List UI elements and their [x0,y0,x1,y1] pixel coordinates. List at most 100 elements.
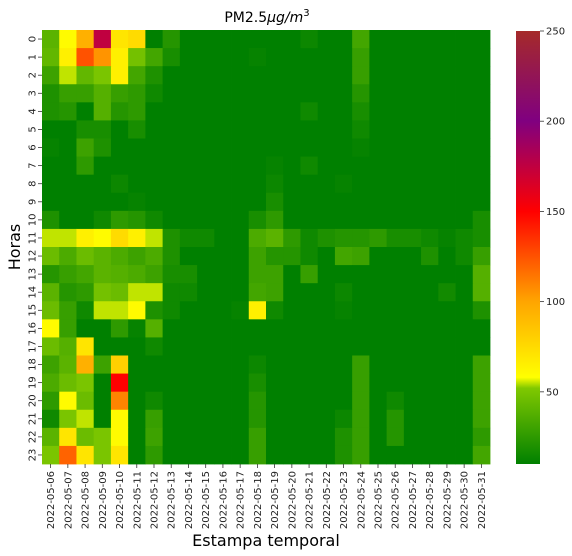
heatmap-cell [317,210,336,230]
heatmap-cell [231,409,250,429]
heatmap-cell [214,391,232,411]
heatmap-cell [93,409,112,429]
colorbar-tick-label: 50 [546,387,559,398]
heatmap-cell [231,120,250,139]
heatmap-cell [472,30,491,49]
heatmap-cell [179,120,198,139]
heatmap-cell [283,319,301,338]
x-tick-label: 2022-05-27 [408,471,419,529]
heatmap-cell [317,283,336,302]
heatmap-cell [248,319,267,338]
heatmap-cell [214,210,232,230]
heatmap-cell [59,283,77,302]
heatmap-cell [403,66,422,85]
heatmap-cell [369,355,388,374]
heatmap-cell [334,247,353,266]
heatmap-cell [386,120,405,139]
heatmap-cell [110,373,129,393]
chart-title-exponent: 3 [303,8,309,19]
heatmap-cell [455,66,474,85]
heatmap-cell [283,337,301,356]
heatmap-cell [214,66,232,85]
heatmap-cell [179,355,198,374]
heatmap-cell [472,409,491,429]
heatmap-cell [317,138,336,157]
heatmap-cell [197,427,215,447]
heatmap-cell [93,102,112,121]
chart-title-main: PM2.5 [224,10,267,26]
heatmap-cell [197,337,215,356]
heatmap-cell [179,192,198,212]
heatmap-cell [472,427,491,447]
heatmap-cell [110,445,129,465]
heatmap-cell [231,30,250,49]
heatmap-cell [386,427,405,447]
heatmap-cell [300,120,319,139]
heatmap-cell [438,355,456,374]
heatmap-cell [179,102,198,121]
heatmap-cell [248,283,267,302]
heatmap-cell [93,156,112,176]
heatmap-cell [145,247,164,266]
x-tick-label: 2022-05-14 [184,471,195,529]
y-tick-label: 5 [28,126,39,132]
heatmap-cell [403,391,422,411]
heatmap-cell [59,174,77,194]
heatmap-cell [472,301,491,320]
heatmap-cell [59,355,77,374]
y-tick-label: 9 [28,199,39,205]
heatmap-cell [128,174,146,194]
heatmap-cell [214,48,232,67]
heatmap-cell [352,427,370,447]
heatmap-cell [110,66,129,85]
heatmap-cell [93,445,112,465]
x-tick-label: 2022-05-25 [374,471,385,529]
heatmap-cell [59,301,77,320]
heatmap-cell [248,84,267,103]
x-tick-label: 2022-05-08 [81,471,92,529]
heatmap-cell [369,30,388,49]
heatmap-cell [76,138,95,157]
heatmap-cell [283,445,301,465]
heatmap-cell [334,265,353,284]
heatmap-cell [369,445,388,465]
heatmap-cell [214,445,232,465]
heatmap-cell [145,301,164,320]
heatmap-cell [76,30,95,49]
heatmap-cell [248,427,267,447]
x-tick-label: 2022-05-18 [253,471,264,529]
heatmap-cell [59,265,77,284]
heatmap-cell [421,30,439,49]
heatmap-cell [128,210,146,230]
heatmap-cell [317,391,336,411]
heatmap-cell [93,120,112,139]
heatmap-cell [231,84,250,103]
heatmap-cell [145,102,164,121]
heatmap-cell [248,373,267,393]
heatmap-cell [266,445,284,465]
x-tick-labels: 2022-05-06 2022-05-07 2022-05-08 2022-05-09… [46,464,488,529]
heatmap-cell [42,120,60,139]
heatmap-cell [455,120,474,139]
heatmap-cell [352,120,370,139]
heatmap-cell [266,210,284,230]
heatmap-cell [231,66,250,85]
chart-title: PM2.5µg/m3 [224,8,309,26]
heatmap-cell [386,337,405,356]
heatmap-cell [179,138,198,157]
x-tick-label: 2022-05-19 [270,471,281,529]
y-tick-label: 18 [28,358,39,371]
heatmap-cell [369,48,388,67]
heatmap-cell [248,192,267,212]
heatmap-cell [248,301,267,320]
heatmap-cell [403,210,422,230]
heatmap-cell [231,283,250,302]
heatmap-cell [179,445,198,465]
heatmap-cell [352,265,370,284]
heatmap-cell [283,210,301,230]
heatmap-cell [248,445,267,465]
y-tick-label: 3 [28,90,39,96]
heatmap-cell [352,355,370,374]
heatmap-cell [59,409,77,429]
heatmap-cell [334,409,353,429]
